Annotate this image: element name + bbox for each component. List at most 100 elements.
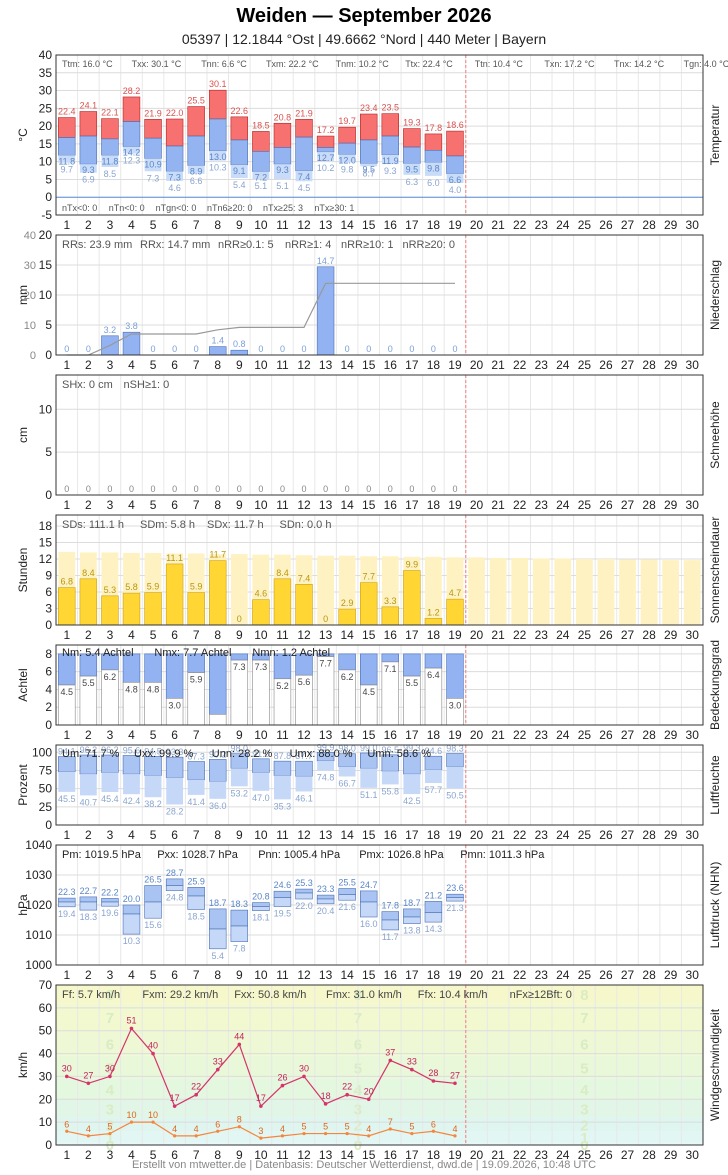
tmean-bar (424, 149, 443, 163)
x-tick-label: 17 (405, 1148, 419, 1162)
x-tick-label: 24 (556, 828, 570, 842)
y-tick-label: 9 (45, 569, 52, 583)
y-tick-label: 15 (39, 536, 53, 550)
umax-bar (144, 755, 162, 776)
sunshine-label: 4.7 (449, 588, 462, 598)
tmin-label: 11.8 (101, 156, 118, 166)
x-tick-label: 3 (107, 628, 114, 642)
pmin-label: 5.4 (211, 951, 224, 961)
gust-label: 18 (321, 1091, 331, 1101)
schneehoehe-frame (55, 374, 704, 496)
mean-wind-label: 3 (258, 1126, 263, 1136)
tmean-bar (101, 138, 119, 156)
gust-point (215, 1067, 220, 1072)
pmax-label: 20.8 (252, 892, 270, 902)
tmax-label: 22.0 (166, 108, 184, 118)
sunshine-bar (122, 592, 141, 626)
sonnenscheindauer-frame (55, 514, 704, 626)
stat-label: Ttn: 10.4 °C (475, 59, 524, 69)
beaufort-label: 2 (580, 1117, 588, 1134)
x-tick-label: 27 (621, 968, 635, 982)
pmin-bar (360, 901, 378, 918)
pmax-bar (295, 888, 313, 894)
x-tick-label: 2 (85, 498, 92, 512)
x-tick-label: 8 (214, 968, 221, 982)
umin-bar (209, 781, 227, 799)
gust-point (453, 1081, 457, 1086)
stat-label: Ttx: 22.4 °C (405, 59, 453, 69)
x-tick-label: 23 (535, 728, 549, 742)
x-tick-label: 10 (254, 968, 268, 982)
tmax-label: 22.6 (231, 106, 249, 116)
pmax-bar (360, 890, 378, 903)
x-tick-label: 12 (297, 828, 311, 842)
stat-label: Uxx: 99.9 % (134, 748, 194, 760)
beaufort-label: 7 (580, 1010, 588, 1027)
sunshine-label: 3.3 (384, 596, 397, 606)
snow-label: 0 (366, 484, 371, 494)
tmax-bar (101, 118, 119, 140)
x-tick-label: 14 (340, 628, 354, 642)
tmin-label: 10.9 (144, 159, 162, 169)
tmax-bar (79, 111, 98, 137)
stat-label: Nmx: 7.7 Achtel (154, 647, 231, 659)
mean-wind-point (237, 1125, 241, 1129)
x-tick-label: 26 (599, 628, 613, 642)
tmin-label: 8.9 (190, 167, 203, 177)
precip-label: 0 (258, 344, 263, 354)
pmax-bar (144, 885, 162, 903)
x-tick-label: 4 (128, 358, 135, 372)
cloud-label: 5.5 (82, 678, 95, 688)
umax-label: 98.0 (231, 744, 249, 754)
cloud-bar (338, 653, 356, 671)
possible-sunshine-bar (468, 557, 485, 625)
pmin-bar (230, 925, 249, 942)
snow-label: 0 (151, 484, 156, 494)
mean-wind-point (173, 1134, 177, 1138)
cloud-label: 6.2 (104, 672, 117, 682)
x-tick-label: 26 (599, 968, 613, 982)
y-tick-label: 0 (45, 190, 52, 204)
x-tick-label: 29 (664, 968, 678, 982)
precip-label: 0 (409, 344, 414, 354)
precip-label: 0 (431, 344, 436, 354)
x-tick-label: 8 (214, 728, 221, 742)
tmin-bar (58, 155, 76, 163)
cloud-label: 7.7 (319, 659, 332, 669)
umin-label: 41.4 (187, 797, 205, 807)
cloud-bar (403, 653, 421, 677)
y2-tick-label: 30 (24, 260, 36, 272)
tmin-bar (274, 164, 291, 180)
x-tick-label: 11 (276, 628, 289, 642)
pmax-label: 20.0 (123, 894, 141, 904)
tmean-bar (446, 155, 464, 175)
y-tick-label: 100 (32, 745, 52, 759)
pmax-bar (165, 878, 184, 886)
x-tick-label: 18 (427, 358, 441, 372)
stat-label: nTx≥30: 1 (314, 203, 354, 213)
x-tick-label: 28 (642, 728, 656, 742)
pmax-bar (58, 897, 76, 903)
stat-label: nFx≥12Bft: 0 (510, 989, 572, 1001)
y-axis-label: Stunden (16, 548, 30, 593)
sunshine-bar (381, 606, 399, 626)
snow-label: 0 (302, 484, 307, 494)
pmin-bar (58, 901, 76, 908)
x-tick-label: 2 (85, 1148, 92, 1162)
tmin-bar (295, 170, 313, 182)
x-tick-label: 23 (535, 968, 549, 982)
y-axis-label: °C (16, 128, 30, 142)
x-tick-label: 15 (362, 828, 376, 842)
pmax-label: 22.3 (58, 887, 76, 897)
tground-label: 10.2 (317, 163, 335, 173)
x-tick-label: 2 (85, 628, 92, 642)
x-tick-label: 12 (297, 358, 311, 372)
cloud-bar (424, 653, 443, 669)
stat-label: SDx: 11.7 h (207, 519, 264, 531)
cloud-bar (446, 653, 464, 699)
tmax-bar (338, 126, 356, 144)
mean-wind-label: 6 (215, 1119, 220, 1129)
mean-wind-point (108, 1131, 112, 1136)
umin-label: 57.7 (425, 785, 443, 795)
snow-label: 0 (345, 484, 350, 494)
